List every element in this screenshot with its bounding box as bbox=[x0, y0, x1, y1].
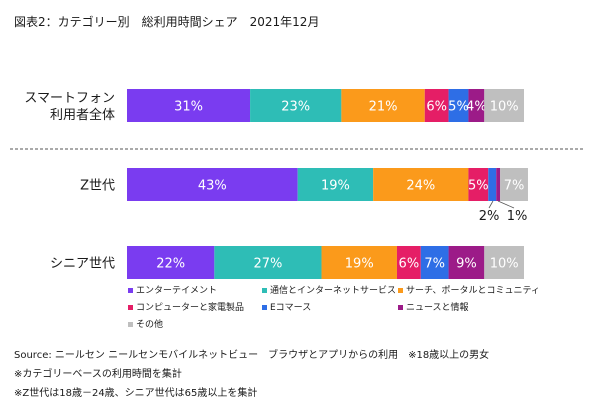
bar-segment bbox=[468, 168, 489, 201]
legend-label: その他 bbox=[136, 318, 163, 330]
bar-segment bbox=[321, 246, 397, 279]
legend-swatch bbox=[398, 288, 403, 293]
bar-segment bbox=[484, 89, 524, 122]
leader-line bbox=[497, 200, 515, 209]
bar-segment bbox=[250, 89, 342, 122]
legend-label: 通信とインターネットサービス bbox=[270, 284, 396, 296]
data-label: 1% bbox=[507, 209, 528, 224]
bar-segment bbox=[127, 246, 215, 279]
legend-label: エンターテイメント bbox=[136, 285, 217, 296]
data-label: 19% bbox=[345, 257, 374, 272]
data-label: 7% bbox=[424, 257, 445, 272]
bar-segment bbox=[484, 246, 524, 279]
data-label: 7% bbox=[504, 179, 525, 194]
bar-segment bbox=[127, 168, 298, 201]
legend-swatch bbox=[128, 322, 133, 327]
leader-line bbox=[488, 200, 494, 209]
bar-segment bbox=[297, 168, 374, 201]
data-label: 31% bbox=[174, 100, 203, 115]
category-label: 利用者全体 bbox=[50, 107, 115, 123]
data-label: 24% bbox=[406, 179, 435, 194]
data-label: 5% bbox=[468, 179, 489, 194]
bar-segment bbox=[468, 89, 485, 122]
bar-segment bbox=[396, 246, 421, 279]
chart-title: 図表2：カテゴリー別 総利用時間シェア 2021年12月 bbox=[14, 15, 320, 29]
category-label: シニア世代 bbox=[50, 257, 115, 272]
legend-label: Eコマース bbox=[270, 303, 311, 313]
bar-segment bbox=[373, 168, 469, 201]
data-label: 4% bbox=[466, 100, 487, 115]
legend-swatch bbox=[262, 305, 267, 310]
aggregation-note: ※カテゴリーベースの利用時間を集計 bbox=[14, 369, 182, 380]
data-label: 27% bbox=[253, 257, 282, 272]
bar-segment bbox=[341, 89, 425, 122]
bar-segment bbox=[496, 168, 501, 201]
age-definition-note: ※Z世代は18歳－24歳、シニア世代は65歳以上を集計 bbox=[14, 388, 258, 399]
data-label: 23% bbox=[281, 100, 310, 115]
data-label: 21% bbox=[369, 100, 398, 115]
bar-segment bbox=[214, 246, 322, 279]
bar-segment bbox=[488, 168, 497, 201]
category-label: スマートフォン bbox=[24, 91, 115, 106]
legend-label: コンピューターと家電製品 bbox=[136, 301, 244, 313]
data-label: 5% bbox=[448, 100, 469, 115]
data-label: 19% bbox=[321, 179, 350, 194]
chart-notes: Source: ニールセン ニールセンモバイルネットビュー ブラウザとアプリから… bbox=[14, 346, 489, 403]
data-label: 22% bbox=[156, 257, 185, 272]
bar-segment bbox=[500, 168, 528, 201]
data-label: 10% bbox=[490, 257, 519, 272]
data-label: 10% bbox=[490, 100, 519, 115]
legend-swatch bbox=[398, 305, 403, 310]
data-label: 2% bbox=[479, 209, 500, 224]
bar-segment bbox=[448, 89, 469, 122]
legend-swatch bbox=[128, 288, 133, 293]
data-label: 6% bbox=[426, 100, 447, 115]
legend-label: サーチ、ポータルとコミュニティ bbox=[406, 285, 540, 296]
bar-segment bbox=[127, 89, 251, 122]
bar-segment bbox=[424, 89, 449, 122]
legend-swatch bbox=[262, 288, 267, 293]
data-label: 9% bbox=[456, 257, 477, 272]
data-label: 6% bbox=[399, 257, 420, 272]
legend-label: ニュースと情報 bbox=[406, 301, 469, 313]
legend-swatch bbox=[128, 305, 133, 310]
category-label: Z世代 bbox=[80, 179, 115, 194]
source-note: Source: ニールセン ニールセンモバイルネットビュー ブラウザとアプリから… bbox=[14, 350, 490, 361]
bar-segment bbox=[448, 246, 485, 279]
bar-segment bbox=[420, 246, 449, 279]
data-label: 43% bbox=[198, 179, 227, 194]
